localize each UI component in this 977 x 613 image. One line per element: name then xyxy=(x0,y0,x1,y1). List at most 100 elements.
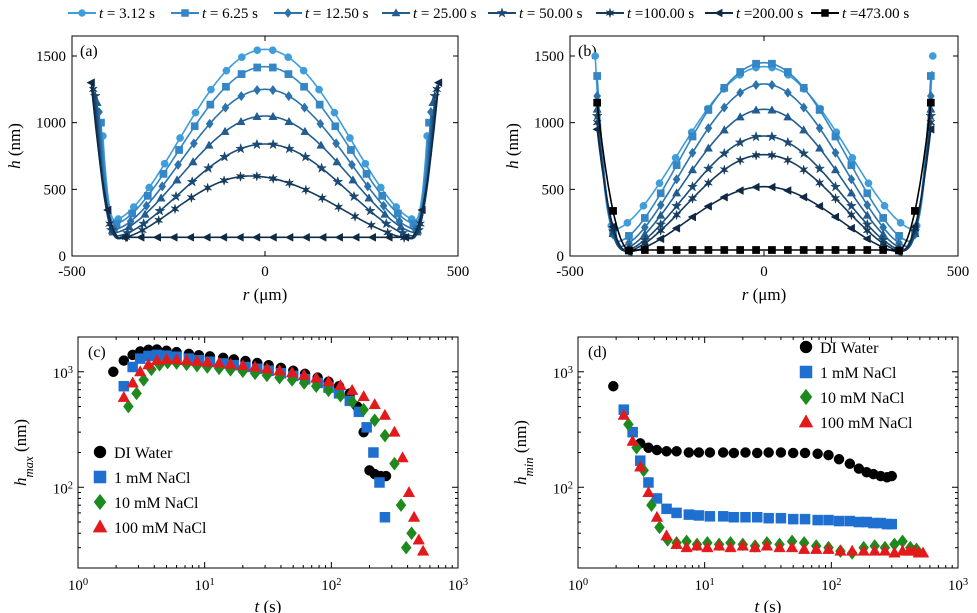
legend-marker xyxy=(496,7,508,18)
data-point xyxy=(775,512,787,524)
y-tick-label: 102 xyxy=(553,480,573,498)
data-point xyxy=(202,182,213,194)
data-point xyxy=(268,232,277,242)
x-tick-label: 101 xyxy=(695,577,715,595)
data-point xyxy=(300,102,309,113)
data-point xyxy=(823,514,834,526)
data-point xyxy=(150,354,164,366)
data-point xyxy=(380,217,392,229)
data-point xyxy=(660,529,673,541)
data-point xyxy=(591,52,600,60)
data-point xyxy=(623,417,634,432)
data-point xyxy=(831,147,840,158)
data-point xyxy=(330,108,339,117)
legend-entry: t = 3.12 s xyxy=(68,6,155,22)
data-point xyxy=(750,130,762,142)
x-tick-label: 0 xyxy=(261,264,269,280)
legend-label: DI Water xyxy=(820,340,879,357)
data-point xyxy=(191,108,200,117)
legend-marker xyxy=(93,493,107,511)
data-point xyxy=(911,207,919,215)
data-point xyxy=(688,147,697,158)
series-t-25-00-s xyxy=(92,97,438,236)
data-point xyxy=(651,444,663,456)
data-point xyxy=(814,162,826,174)
y-tick-label: 1000 xyxy=(534,116,564,132)
data-point xyxy=(221,102,230,113)
data-point xyxy=(815,143,825,152)
data-point xyxy=(815,106,824,114)
data-point xyxy=(158,181,167,192)
data-point xyxy=(671,209,682,221)
data-point xyxy=(634,460,647,472)
data-point xyxy=(728,512,740,523)
data-point xyxy=(412,533,425,545)
x-tick-label: 100 xyxy=(68,577,88,595)
data-point xyxy=(719,164,730,176)
data-point xyxy=(864,179,873,188)
series-t-100-00-s xyxy=(88,83,442,244)
data-point xyxy=(348,175,358,184)
data-point xyxy=(815,123,824,134)
legend: DI Water 1 mM NaCl 10 mM NaCl 100 mM NaCl xyxy=(92,445,207,537)
data-point xyxy=(857,544,870,556)
data-point xyxy=(310,379,322,394)
data-point xyxy=(782,136,794,148)
data-point xyxy=(123,399,134,414)
legend-entry: 100 mM NaCl xyxy=(92,519,207,537)
data-point xyxy=(222,82,230,91)
profile-line xyxy=(92,89,437,240)
data-point xyxy=(798,192,808,202)
data-point xyxy=(687,165,698,174)
data-point xyxy=(369,413,381,428)
data-point xyxy=(318,232,327,242)
data-point xyxy=(88,83,99,95)
profile-line xyxy=(596,108,932,251)
legend-label: 1 mM NaCl xyxy=(820,365,897,382)
legend-entry: t = 25.00 s xyxy=(382,6,477,22)
data-point xyxy=(334,379,347,391)
profile-line xyxy=(98,88,432,231)
data-point xyxy=(625,246,633,255)
x-tick-label: 500 xyxy=(447,264,470,280)
legend-marker xyxy=(93,470,107,484)
data-point xyxy=(253,63,262,72)
y-axis-label: hmax (nm) xyxy=(11,419,36,486)
data-point xyxy=(797,542,811,554)
data-point xyxy=(783,68,792,76)
data-point xyxy=(332,176,344,187)
data-point xyxy=(207,85,215,94)
panel-label: (c) xyxy=(88,344,106,361)
x-tick-label: 102 xyxy=(321,577,341,595)
data-point xyxy=(142,358,155,370)
data-point xyxy=(683,447,695,458)
series-t-100-00-s xyxy=(592,117,936,257)
legend-marker xyxy=(391,8,401,17)
data-point xyxy=(117,390,130,402)
data-point xyxy=(206,100,215,109)
data-point xyxy=(640,246,649,254)
data-point xyxy=(186,192,197,204)
data-point xyxy=(268,111,278,120)
data-point xyxy=(751,149,761,161)
x-axis-label: r (μm) xyxy=(742,285,787,304)
data-point xyxy=(846,223,855,233)
x-axis-label: r (μm) xyxy=(243,285,288,304)
legend-label: t = 12.50 s xyxy=(305,6,369,22)
data-point xyxy=(751,447,763,459)
data-point xyxy=(656,210,666,219)
data-point xyxy=(847,174,856,185)
data-point xyxy=(188,157,198,166)
data-point xyxy=(351,232,360,242)
data-point xyxy=(170,190,182,202)
data-point xyxy=(671,446,682,457)
data-point xyxy=(348,190,360,202)
data-point xyxy=(170,203,180,215)
data-point xyxy=(235,171,246,183)
data-point xyxy=(831,246,840,254)
data-point xyxy=(376,183,385,192)
series-t-6-25-s xyxy=(593,59,935,243)
data-point xyxy=(878,544,892,556)
data-point xyxy=(736,246,745,254)
